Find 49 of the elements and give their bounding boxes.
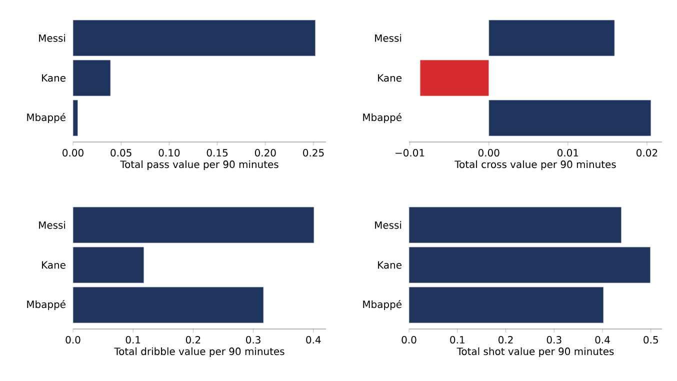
x-tick-label: 0.05 bbox=[110, 149, 132, 157]
bar bbox=[408, 286, 604, 324]
y-tick-label: Kane bbox=[42, 261, 66, 269]
bar bbox=[488, 100, 652, 136]
bar bbox=[72, 20, 316, 56]
y-tick-label: Messi bbox=[375, 221, 402, 229]
y-tick-label: Kane bbox=[378, 74, 402, 82]
bar bbox=[72, 100, 78, 136]
x-tick-label: 0.4 bbox=[595, 336, 610, 344]
y-tick-label: Mbappé bbox=[363, 300, 402, 310]
x-tick-label: 0.0 bbox=[402, 336, 416, 344]
x-tick-label: 0.00 bbox=[478, 149, 500, 157]
y-tick-label: Mbappé bbox=[363, 112, 402, 124]
x-tick-label: 0.1 bbox=[450, 336, 464, 344]
x-tick-label: 0.15 bbox=[206, 149, 228, 157]
x-tick-label: 0.20 bbox=[254, 149, 276, 157]
x-tick-label: 0.3 bbox=[546, 336, 562, 344]
x-tick-label: 0.2 bbox=[498, 336, 513, 344]
x-tick-label: 0.25 bbox=[303, 149, 324, 157]
y-tick-label: Kane bbox=[378, 261, 402, 269]
x-tick-label: 0.0 bbox=[66, 336, 80, 344]
bar bbox=[72, 286, 264, 324]
y-tick-label: Mbappé bbox=[27, 300, 66, 310]
x-axis-title: Total shot value per 90 minutes bbox=[456, 347, 614, 358]
x-axis-title: Total dribble value per 90 minutes bbox=[114, 347, 284, 358]
x-tick-label: 0.2 bbox=[186, 336, 200, 344]
x-tick-label: 0.5 bbox=[644, 336, 658, 344]
bar bbox=[420, 60, 490, 96]
y-tick-label: Messi bbox=[39, 34, 66, 42]
x-axis-title: Total cross value per 90 minutes bbox=[454, 160, 616, 170]
bar bbox=[72, 246, 144, 284]
x-tick-label: 0.4 bbox=[306, 336, 321, 344]
x-tick-label: 0.00 bbox=[62, 149, 84, 157]
bar bbox=[488, 20, 615, 56]
x-tick-label: 0.1 bbox=[126, 336, 140, 344]
x-tick-label: 0.10 bbox=[158, 149, 180, 157]
x-tick-label: −0.01 bbox=[396, 149, 424, 157]
y-tick-label: Mbappé bbox=[27, 112, 66, 124]
bar bbox=[72, 60, 111, 96]
x-tick-label: 0.02 bbox=[636, 149, 658, 157]
bar bbox=[408, 246, 651, 284]
x-tick-label: 0.3 bbox=[246, 336, 260, 344]
x-tick-label: 0.01 bbox=[557, 149, 578, 157]
y-tick-label: Kane bbox=[42, 74, 66, 82]
y-tick-label: Messi bbox=[39, 221, 66, 229]
x-axis-title: Total pass value per 90 minutes bbox=[120, 160, 278, 170]
bar bbox=[408, 206, 622, 244]
bar bbox=[72, 206, 314, 244]
y-tick-label: Messi bbox=[375, 34, 402, 42]
